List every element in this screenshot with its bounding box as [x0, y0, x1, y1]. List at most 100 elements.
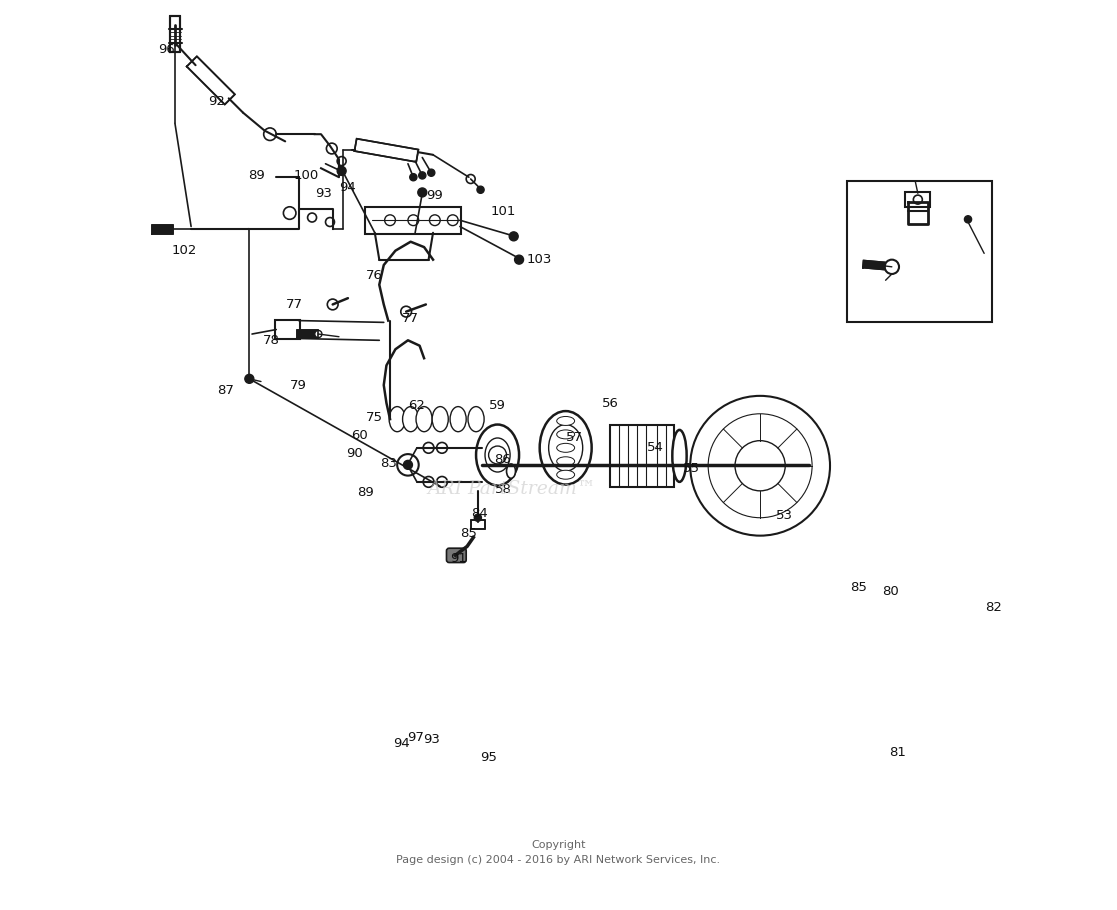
Circle shape [429, 215, 440, 226]
Polygon shape [863, 260, 885, 269]
Circle shape [515, 255, 524, 264]
Text: 82: 82 [985, 601, 1002, 614]
Circle shape [418, 188, 427, 197]
Ellipse shape [556, 443, 574, 452]
Text: 78: 78 [264, 334, 280, 347]
FancyBboxPatch shape [275, 319, 299, 339]
Text: 96: 96 [157, 44, 174, 56]
Ellipse shape [556, 417, 574, 426]
Text: 103: 103 [526, 253, 552, 266]
Circle shape [885, 259, 899, 274]
Text: 89: 89 [357, 486, 374, 500]
Circle shape [325, 217, 334, 227]
Circle shape [735, 440, 785, 490]
Text: 62: 62 [409, 399, 426, 412]
Ellipse shape [556, 457, 574, 466]
Text: ARI PartStream™: ARI PartStream™ [428, 480, 596, 498]
Text: 89: 89 [248, 169, 265, 182]
Text: 55: 55 [682, 462, 699, 475]
Circle shape [428, 169, 435, 177]
Text: 94: 94 [340, 181, 356, 195]
Text: 77: 77 [286, 298, 303, 311]
Circle shape [245, 374, 254, 383]
Circle shape [914, 195, 923, 204]
Circle shape [307, 213, 316, 222]
Circle shape [964, 216, 972, 223]
Circle shape [337, 167, 346, 176]
Bar [847, 181, 992, 322]
Text: 97: 97 [407, 731, 423, 743]
Text: 59: 59 [489, 399, 506, 412]
Ellipse shape [468, 407, 484, 431]
Circle shape [509, 232, 518, 241]
Circle shape [423, 477, 433, 487]
Text: 83: 83 [380, 458, 397, 470]
Circle shape [264, 128, 276, 140]
Ellipse shape [389, 407, 405, 431]
Ellipse shape [476, 425, 519, 485]
Ellipse shape [672, 430, 687, 482]
Text: 94: 94 [393, 737, 410, 750]
Circle shape [475, 514, 481, 521]
Circle shape [423, 442, 433, 453]
Text: 79: 79 [290, 379, 307, 391]
Circle shape [326, 143, 337, 154]
Text: 57: 57 [566, 430, 583, 443]
Text: 86: 86 [495, 453, 512, 466]
Polygon shape [354, 138, 419, 162]
Polygon shape [187, 56, 235, 105]
Text: 84: 84 [471, 507, 488, 520]
Text: Copyright: Copyright [532, 840, 585, 850]
Polygon shape [470, 521, 485, 530]
Circle shape [315, 330, 322, 338]
Text: 85: 85 [850, 581, 867, 594]
Text: 101: 101 [490, 205, 516, 217]
Text: 93: 93 [423, 733, 440, 746]
FancyBboxPatch shape [905, 192, 930, 207]
Ellipse shape [556, 430, 574, 439]
Circle shape [410, 174, 417, 181]
Text: 95: 95 [480, 752, 497, 764]
Circle shape [337, 157, 346, 166]
FancyBboxPatch shape [447, 548, 466, 562]
Circle shape [403, 460, 412, 470]
Text: 90: 90 [346, 447, 363, 460]
Ellipse shape [485, 438, 510, 472]
Text: 102: 102 [171, 244, 197, 258]
Polygon shape [152, 225, 173, 234]
Text: 91: 91 [450, 551, 467, 564]
Circle shape [690, 396, 830, 536]
Circle shape [401, 307, 411, 317]
Circle shape [419, 172, 426, 179]
FancyBboxPatch shape [365, 207, 461, 234]
Ellipse shape [540, 411, 592, 484]
Text: 53: 53 [776, 510, 793, 522]
Circle shape [327, 299, 338, 309]
Circle shape [384, 215, 395, 226]
Text: 87: 87 [217, 384, 233, 397]
Circle shape [488, 446, 506, 464]
Circle shape [437, 442, 448, 453]
Text: 77: 77 [402, 312, 419, 325]
Ellipse shape [556, 470, 574, 480]
Text: 81: 81 [889, 746, 906, 759]
Text: 85: 85 [460, 528, 477, 541]
Circle shape [284, 207, 296, 219]
Circle shape [398, 454, 419, 476]
Circle shape [448, 215, 458, 226]
Text: 93: 93 [315, 187, 332, 200]
Ellipse shape [432, 407, 448, 431]
Ellipse shape [450, 407, 466, 431]
Polygon shape [170, 15, 180, 52]
Text: 58: 58 [495, 482, 512, 496]
Text: 76: 76 [366, 269, 383, 282]
Ellipse shape [402, 407, 419, 431]
Text: 54: 54 [647, 441, 663, 454]
Ellipse shape [416, 407, 432, 431]
Text: 80: 80 [881, 585, 898, 598]
Circle shape [466, 175, 475, 184]
Ellipse shape [506, 464, 515, 479]
FancyBboxPatch shape [610, 425, 674, 487]
Text: 60: 60 [351, 429, 367, 441]
Text: 92: 92 [208, 95, 225, 107]
